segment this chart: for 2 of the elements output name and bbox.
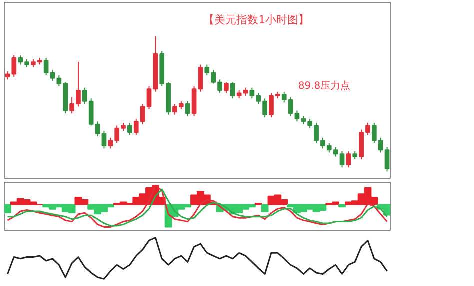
chart-title: 【美元指数1小时图】: [204, 14, 310, 26]
annotation: 89.8压力点: [298, 80, 351, 92]
